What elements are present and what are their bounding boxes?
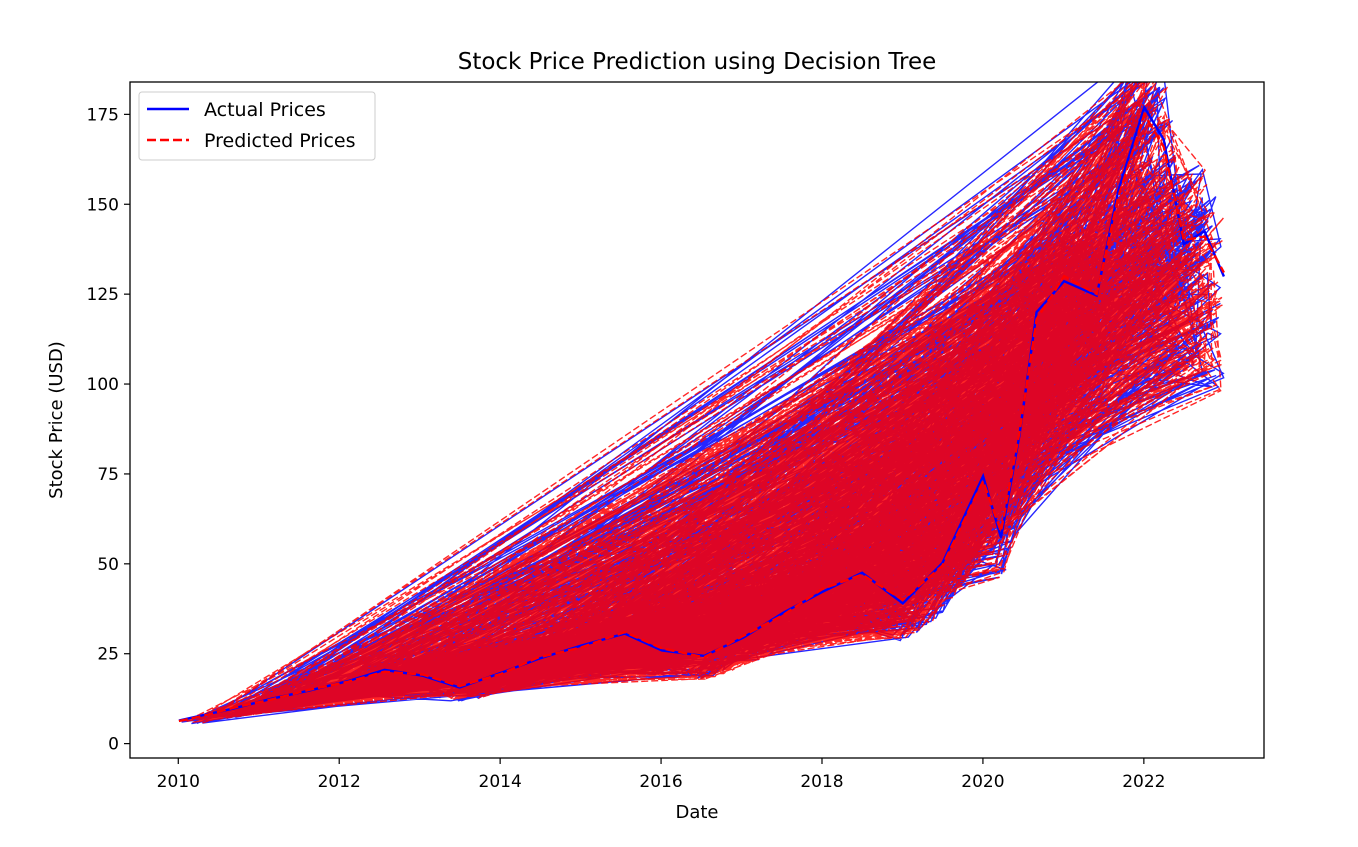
- x-tick-label: 2022: [1122, 772, 1165, 792]
- y-tick-label: 0: [108, 735, 119, 755]
- y-axis-label: Stock Price (USD): [46, 341, 67, 499]
- y-tick-label: 175: [87, 105, 119, 125]
- plot-frame: [129, 81, 1265, 759]
- y-tick-label: 100: [87, 375, 119, 395]
- x-tick-label: 2012: [318, 772, 361, 792]
- legend-box: [138, 91, 376, 161]
- series-lines: [178, 104, 1226, 723]
- series-line-predicted: [178, 111, 1225, 723]
- x-axis-label: Date: [675, 802, 718, 823]
- x-tick-label: 2010: [157, 772, 200, 792]
- x-tick-label: 2014: [479, 772, 522, 792]
- y-axis-ticks: 0 25 50 75 100 125 150 175: [87, 105, 130, 755]
- x-tick-label: 2018: [800, 772, 843, 792]
- x-axis-ticks: 2010 2012 2014 2016 2018 2020 2022: [157, 758, 1165, 792]
- legend-label-actual: Actual Prices: [204, 99, 326, 121]
- predicted-prices-tangle: [181, 82, 1224, 724]
- y-tick-label: 75: [97, 465, 119, 485]
- tangle-path: [181, 82, 1224, 724]
- legend: Actual Prices Predicted Prices: [138, 91, 376, 161]
- plot-area: [178, 82, 1226, 725]
- chart-title: Stock Price Prediction using Decision Tr…: [458, 49, 937, 75]
- y-tick-label: 50: [97, 555, 119, 575]
- y-tick-label: 150: [87, 195, 119, 215]
- y-tick-label: 25: [97, 645, 119, 665]
- y-tick-label: 125: [87, 285, 119, 305]
- x-tick-label: 2020: [961, 772, 1004, 792]
- x-tick-label: 2016: [639, 772, 682, 792]
- legend-label-predicted: Predicted Prices: [204, 130, 355, 152]
